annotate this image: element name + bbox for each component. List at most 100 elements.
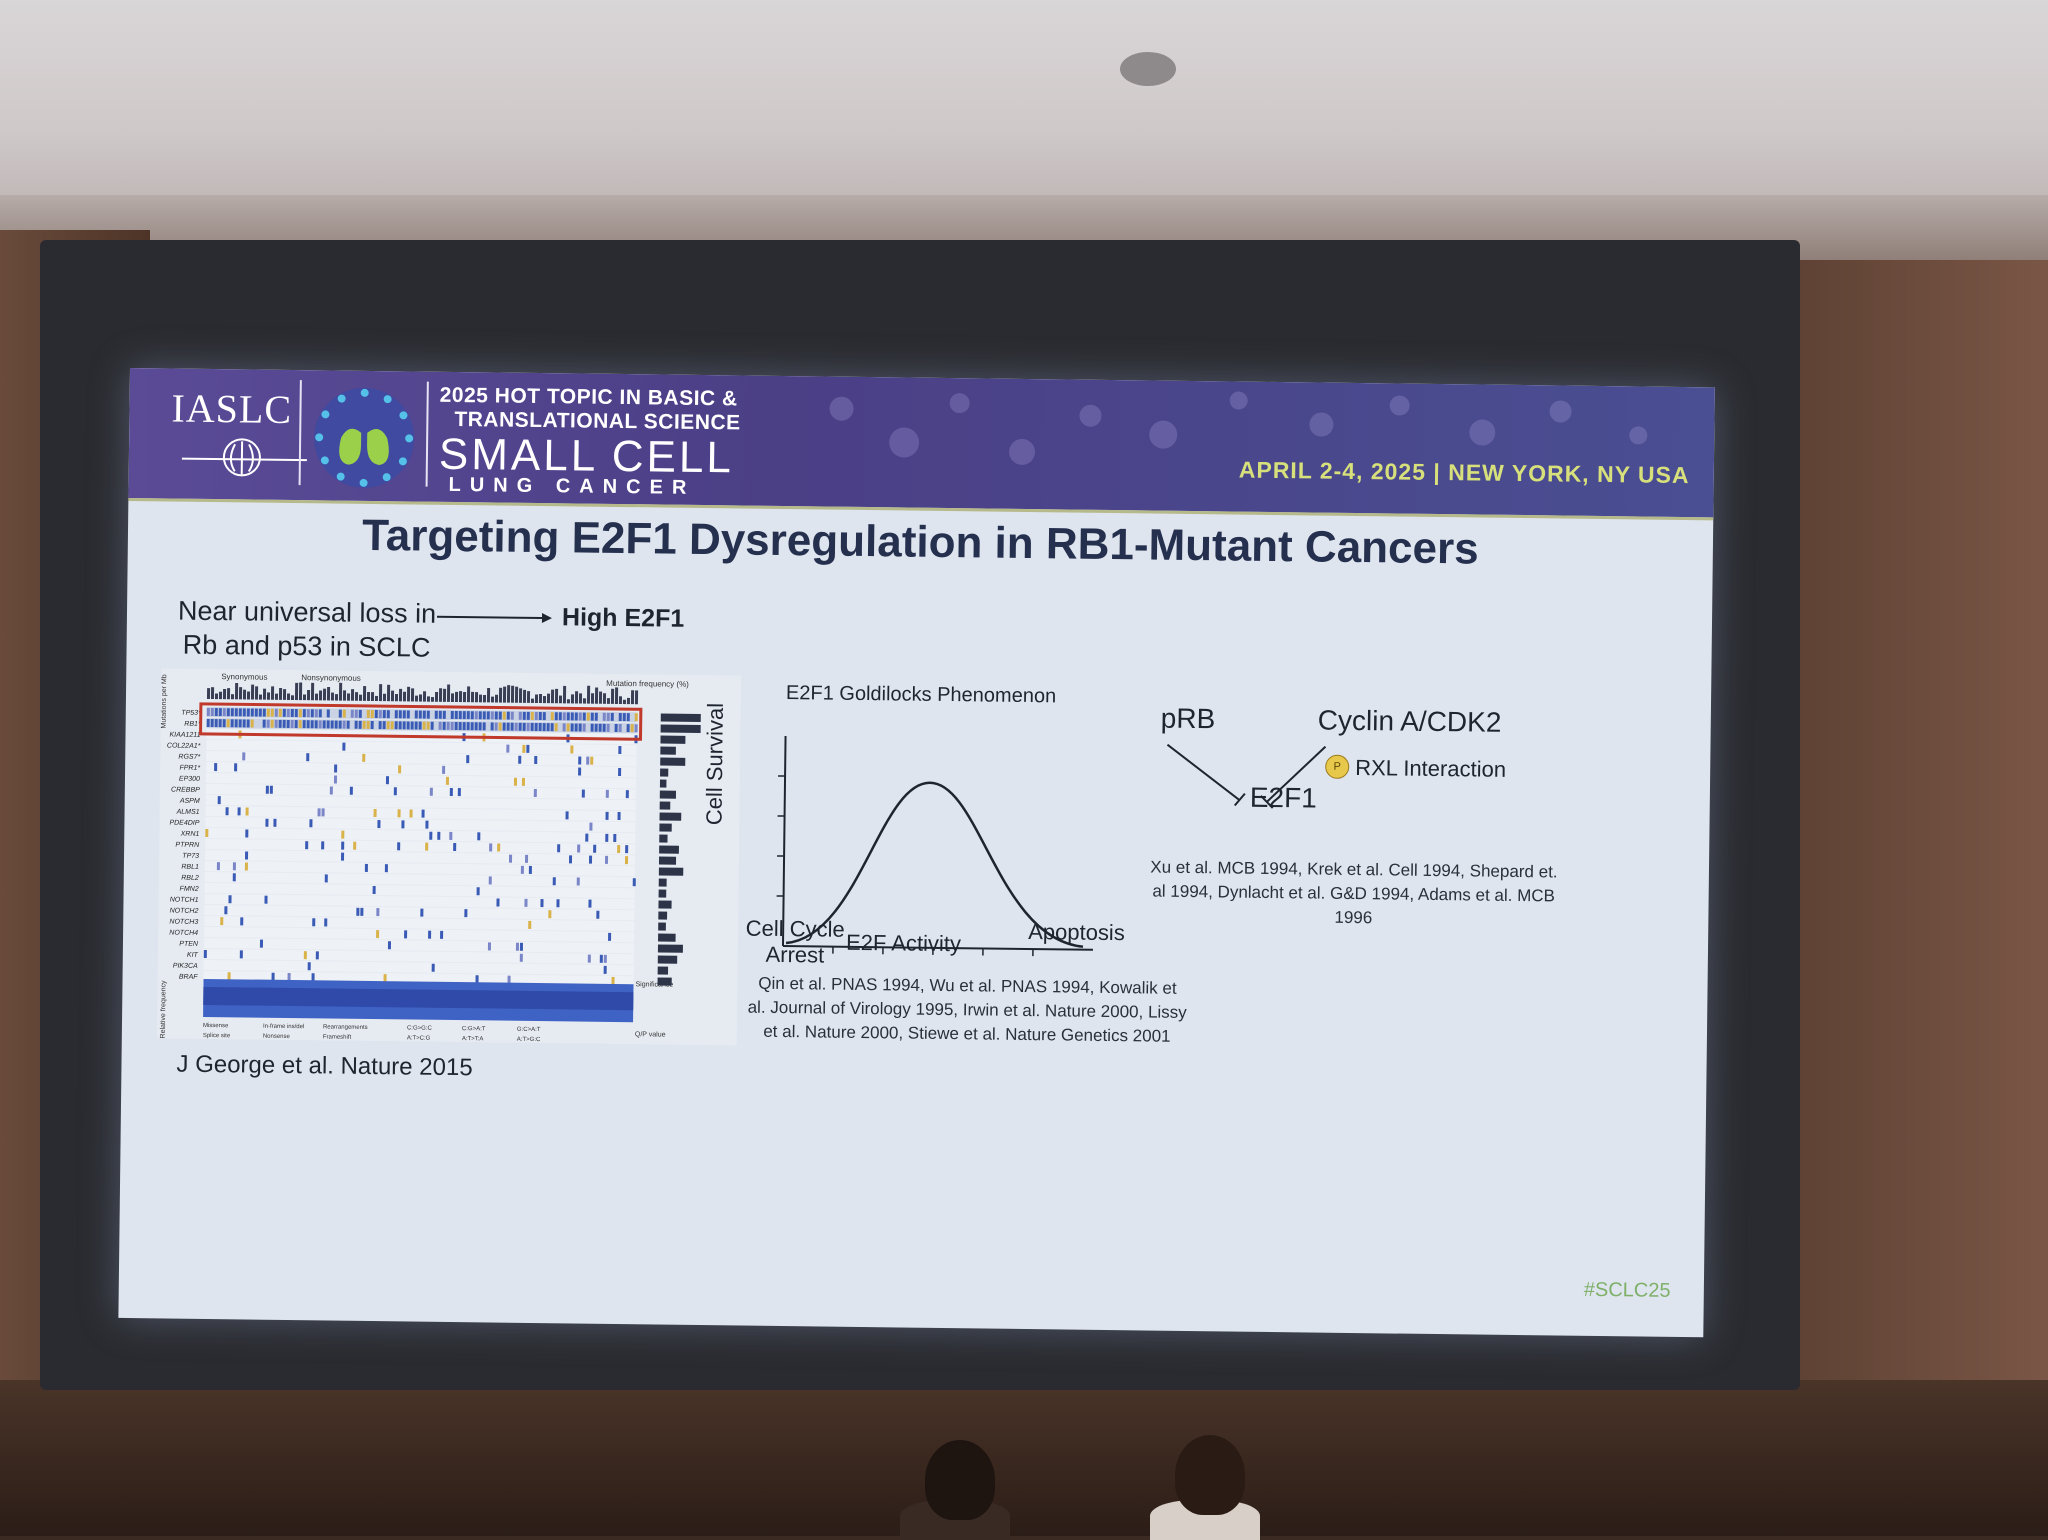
mutation-frequency-bar bbox=[660, 736, 685, 744]
mutation-cell bbox=[387, 721, 390, 729]
mutation-cell bbox=[307, 709, 310, 717]
mutation-cell bbox=[375, 710, 378, 718]
mutation-cell bbox=[618, 746, 621, 754]
mutation-frequency-bar bbox=[659, 857, 676, 865]
oncoprint-legend-item: Nonsense bbox=[263, 1034, 291, 1040]
mutation-burden-bar bbox=[411, 688, 414, 701]
mutation-cell bbox=[524, 899, 527, 907]
gene-label: KIAA1211 bbox=[169, 732, 200, 739]
mutation-cell bbox=[299, 709, 302, 717]
audience-area bbox=[0, 1380, 2048, 1536]
mutation-cell bbox=[339, 710, 342, 718]
mutation-cell bbox=[611, 713, 614, 721]
oncoprint-legend-item: A:T>C:G bbox=[407, 1035, 431, 1041]
mutation-cell bbox=[627, 724, 630, 732]
mutation-cell bbox=[223, 719, 226, 727]
mutation-burden-bar bbox=[391, 691, 394, 702]
mutation-cell bbox=[503, 723, 506, 731]
mutation-cell bbox=[271, 720, 274, 728]
oncoprint-legend-item: Frameshift bbox=[323, 1034, 352, 1040]
gene-label: PTEN bbox=[179, 941, 199, 948]
mutation-cell bbox=[374, 809, 377, 817]
oncoprint-legend-item: A:T>G:C bbox=[517, 1037, 541, 1043]
mutation-cell bbox=[291, 720, 294, 728]
mutation-cell bbox=[411, 721, 414, 729]
mutation-cell bbox=[235, 719, 238, 727]
mutation-burden-bar bbox=[423, 691, 426, 701]
mutation-frequency-bar bbox=[661, 714, 701, 722]
iaslc-logo-text: IASLC bbox=[171, 385, 292, 433]
mutation-burden-bar bbox=[375, 696, 378, 701]
iaslc-emblem-icon bbox=[177, 429, 318, 481]
mutation-cell bbox=[566, 811, 569, 819]
mutation-cell bbox=[304, 951, 307, 959]
gene-label: BRAF bbox=[179, 974, 198, 981]
mutation-burden-bar bbox=[527, 691, 530, 703]
mutation-cell bbox=[399, 721, 402, 729]
mutation-burden-bar bbox=[531, 699, 534, 703]
mutation-cell bbox=[509, 855, 512, 863]
mutation-cell bbox=[379, 710, 382, 718]
mutation-cell bbox=[233, 873, 236, 881]
mutation-cell bbox=[423, 722, 426, 730]
mutation-burden-bar bbox=[419, 694, 422, 701]
mutation-frequency-bar bbox=[658, 933, 676, 941]
gene-label: XRN1 bbox=[180, 831, 200, 838]
mutation-cell bbox=[367, 710, 370, 718]
gene-label: PDE4DIP bbox=[169, 820, 199, 827]
mutation-cell bbox=[458, 788, 461, 796]
mutation-cell bbox=[321, 841, 324, 849]
mutation-cell bbox=[595, 713, 598, 721]
mutation-burden-bar bbox=[331, 693, 334, 701]
mutation-cell bbox=[428, 931, 431, 939]
mutation-cell bbox=[459, 722, 462, 730]
mutation-burden-bar bbox=[435, 692, 438, 702]
gene-label: RBL2 bbox=[181, 875, 199, 882]
mutation-burden-bar bbox=[579, 693, 582, 703]
mutation-burden-bar bbox=[511, 686, 514, 703]
mutation-cell bbox=[242, 752, 245, 760]
mutation-burden-bar bbox=[615, 687, 618, 704]
mutation-cell bbox=[507, 723, 510, 731]
mutation-cell bbox=[463, 711, 466, 719]
mutation-burden-bar bbox=[279, 688, 282, 700]
prb-label: pRB bbox=[1161, 703, 1216, 736]
mutation-burden-bar bbox=[491, 697, 494, 703]
mutation-cell bbox=[255, 709, 258, 717]
mutation-cell bbox=[228, 972, 231, 980]
mutation-burden-bar bbox=[311, 683, 314, 700]
mutation-cell bbox=[327, 720, 330, 728]
mutation-cell bbox=[582, 790, 585, 798]
mutation-frequency-bar bbox=[658, 900, 671, 908]
mutation-cell bbox=[351, 710, 354, 718]
mutation-burden-bar bbox=[303, 694, 306, 700]
mutation-cell bbox=[407, 721, 410, 729]
conference-hashtag: #SCLC25 bbox=[1584, 1279, 1671, 1303]
mutation-cell bbox=[342, 743, 345, 751]
mutation-burden-bar bbox=[239, 687, 242, 699]
mutation-burden-bar bbox=[619, 696, 622, 704]
mutation-cell bbox=[234, 763, 237, 771]
mutation-burden-bar bbox=[559, 696, 562, 704]
mutation-cell bbox=[360, 908, 363, 916]
mutation-cell bbox=[356, 908, 359, 916]
mutation-cell bbox=[589, 823, 592, 831]
mutation-cell bbox=[323, 720, 326, 728]
gene-label: PTPRN bbox=[175, 842, 200, 849]
oncoprint-legend-item: C:G>G:C bbox=[407, 1025, 433, 1031]
mutation-cell bbox=[420, 909, 423, 917]
oncoprint-legend-item: In-frame ins/del bbox=[263, 1024, 304, 1031]
mutation-cell bbox=[247, 719, 250, 727]
mutation-frequency-bar bbox=[658, 955, 677, 963]
mutation-frequency-bar bbox=[658, 922, 666, 930]
mutation-frequency-bar bbox=[660, 802, 671, 810]
mutation-cell bbox=[519, 712, 522, 720]
mutation-burden-bar bbox=[459, 691, 462, 702]
mutation-burden-bar bbox=[223, 689, 226, 699]
mutation-cell bbox=[547, 723, 550, 731]
mutation-cell bbox=[231, 708, 234, 716]
mutation-burden-bar bbox=[403, 692, 406, 702]
mutation-cell bbox=[570, 745, 573, 753]
slide-title: Targeting E2F1 Dysregulation in RB1-Muta… bbox=[128, 508, 1713, 577]
mutation-cell bbox=[595, 724, 598, 732]
